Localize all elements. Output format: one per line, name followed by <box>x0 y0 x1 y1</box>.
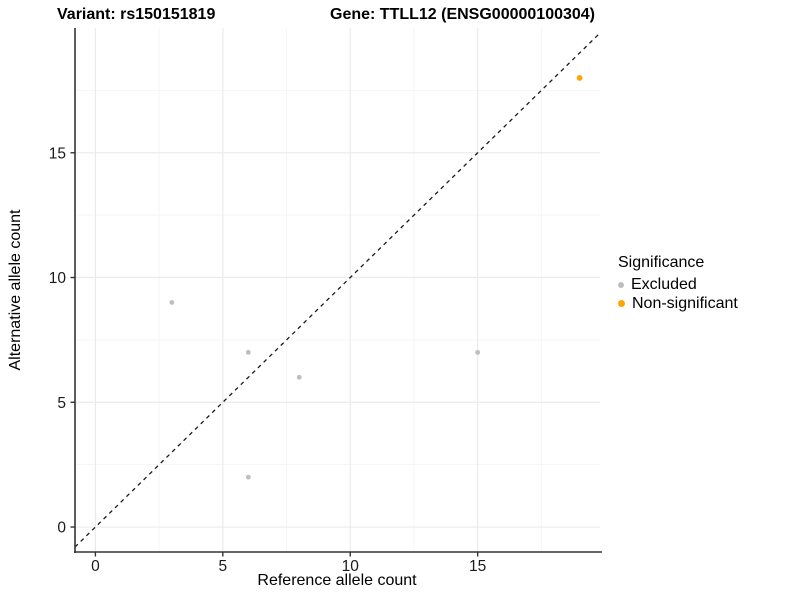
legend-item-excluded: Excluded <box>618 275 738 294</box>
data-point-excluded <box>245 474 251 480</box>
y-tick-label: 5 <box>57 395 66 412</box>
y-axis-title: Alternative allele count <box>7 209 24 371</box>
legend: Significance Excluded Non-significant <box>618 254 738 313</box>
x-axis-title: Reference allele count <box>257 572 417 589</box>
data-point-excluded <box>169 300 175 305</box>
y-tick-label: 0 <box>57 520 66 537</box>
y-tick-label: 10 <box>49 270 67 287</box>
legend-item-non-significant: Non-significant <box>618 294 738 313</box>
non-significant-dot-icon <box>618 300 625 307</box>
x-tick-label: 5 <box>219 558 228 575</box>
y-tick-label: 15 <box>49 145 66 162</box>
legend-item-label: Excluded <box>631 275 697 293</box>
data-point-non-significant <box>576 75 583 81</box>
excluded-dot-icon <box>618 281 624 288</box>
data-point-excluded <box>245 349 251 355</box>
data-point-excluded <box>475 349 481 355</box>
data-point-excluded <box>296 374 302 380</box>
x-tick-label: 15 <box>469 558 486 575</box>
legend-item-label: Non-significant <box>632 294 738 312</box>
x-tick-label: 0 <box>91 558 100 575</box>
identity-reference-line <box>74 32 601 548</box>
variant-title: Variant: rs150151819 <box>57 6 216 23</box>
x-tick-label: 10 <box>342 558 360 575</box>
gene-title: Gene: TTLL12 (ENSG00000100304) <box>330 6 596 23</box>
legend-title: Significance <box>618 254 705 271</box>
